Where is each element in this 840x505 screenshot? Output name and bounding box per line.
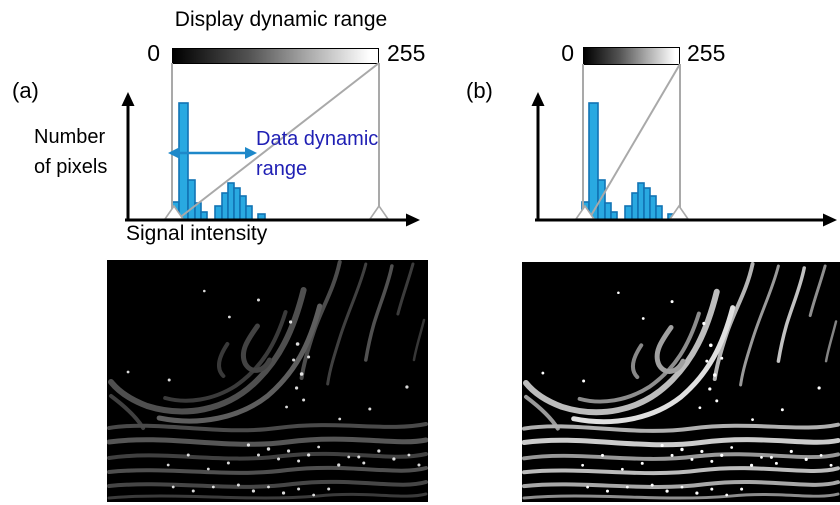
colorbar-a bbox=[172, 48, 379, 64]
data-dynamic-range-annotation: Data dynamic range bbox=[256, 124, 378, 184]
histogram-plot-b bbox=[531, 63, 837, 227]
data-range-arrow bbox=[168, 147, 257, 159]
histogram-bar bbox=[227, 182, 235, 221]
histogram-bar bbox=[245, 205, 253, 221]
colorbar-a-max-label: 255 bbox=[387, 40, 426, 66]
histogram-bar bbox=[221, 192, 229, 221]
display-mapping-lines-b bbox=[582, 63, 681, 220]
panel-b-letter: (b) bbox=[466, 78, 493, 103]
y-axis-label-a-line1: Number bbox=[34, 126, 106, 148]
axes-a bbox=[121, 92, 420, 227]
y-axis-label-a-line2: of pixels bbox=[34, 156, 108, 178]
y-axis-label-a: Number of pixels bbox=[34, 122, 107, 182]
histogram-bar bbox=[233, 187, 241, 221]
histogram-bars-b bbox=[581, 102, 676, 221]
panel-a-letter: (a) bbox=[12, 78, 39, 103]
histogram-bar bbox=[624, 205, 633, 221]
display-dynamic-range-title: Display dynamic range bbox=[174, 8, 388, 31]
histogram-bar bbox=[643, 187, 651, 221]
x-axis-label-a: Signal intensity bbox=[126, 222, 268, 245]
annotation-line2: range bbox=[256, 158, 308, 180]
histogram-bar bbox=[637, 182, 645, 221]
histogram-bar bbox=[214, 205, 223, 221]
histogram-bar bbox=[655, 205, 663, 221]
histogram-bar bbox=[187, 179, 196, 221]
axes-b bbox=[531, 92, 837, 227]
annotation-line1: Data dynamic bbox=[256, 128, 379, 150]
display-mapping-lines-a bbox=[171, 62, 380, 220]
colorbar-b-max-label: 255 bbox=[687, 40, 726, 66]
micrograph-b bbox=[522, 262, 840, 502]
histogram-bar bbox=[178, 102, 189, 221]
histogram-bar bbox=[588, 102, 599, 221]
histogram-plot-a bbox=[121, 62, 420, 227]
histogram-bar bbox=[649, 195, 657, 221]
histogram-bar bbox=[239, 195, 247, 221]
micrograph-a bbox=[107, 260, 428, 502]
colorbar-b-min-label: 0 bbox=[561, 40, 574, 66]
histogram-bar bbox=[604, 202, 612, 221]
histogram-bar bbox=[631, 192, 639, 221]
colorbar-a-min-label: 0 bbox=[147, 40, 160, 66]
colorbar-b bbox=[583, 47, 680, 65]
